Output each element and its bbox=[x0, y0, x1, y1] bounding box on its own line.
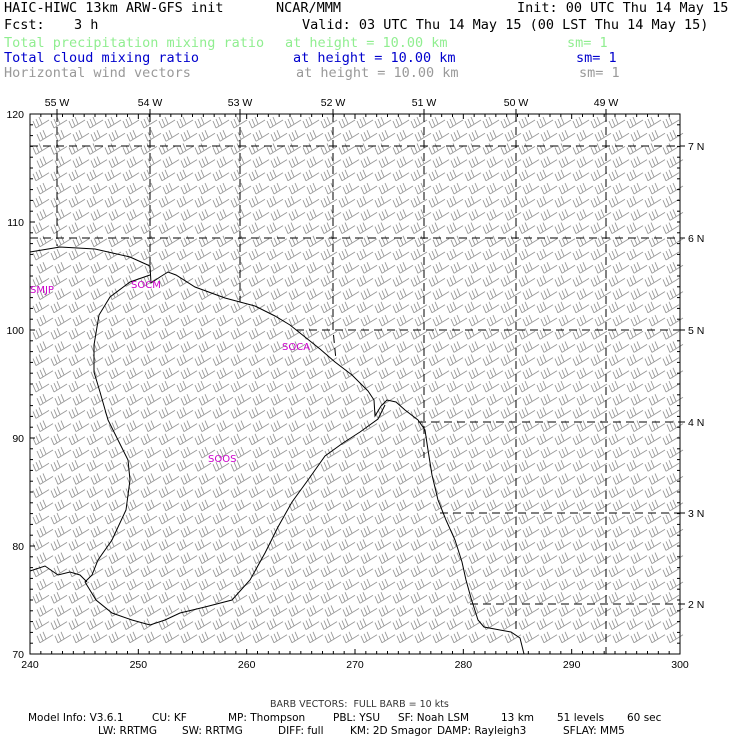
y-tick-label: 90 bbox=[12, 433, 24, 445]
model-info-item: SF: Noah LSM bbox=[398, 712, 470, 724]
field-wind-smooth: sm= 1 bbox=[579, 65, 620, 81]
model-title: HAIC-HIWC 13km ARW-GFS init bbox=[4, 0, 224, 16]
lat-label: 6 N bbox=[688, 233, 704, 245]
coastline-southwest bbox=[29, 565, 88, 583]
lon-label: 49 W bbox=[594, 97, 619, 109]
lon-label: 50 W bbox=[504, 97, 529, 109]
x-tick-label: 250 bbox=[130, 659, 148, 671]
field-wind-level: at height = 10.00 km bbox=[296, 65, 459, 81]
meridian-52w bbox=[332, 114, 337, 361]
model-info-item: DIFF: full bbox=[278, 725, 324, 737]
field-precip-smooth: sm= 1 bbox=[567, 35, 608, 51]
model-info-item: 13 km bbox=[501, 712, 535, 724]
lat-lon-gridlines bbox=[30, 114, 680, 654]
y-tick-label: 70 bbox=[12, 649, 24, 661]
org-label: NCAR/MMM bbox=[276, 0, 342, 16]
y-tick-label: 100 bbox=[6, 325, 24, 337]
station-label-soos: SOOS bbox=[208, 454, 236, 465]
barb-vectors-note: BARB VECTORS: FULL BARB = 10 kts bbox=[270, 699, 449, 710]
model-info-item: LW: RRTMG bbox=[98, 725, 157, 737]
field-precip-level: at height = 10.00 km bbox=[285, 35, 448, 51]
y-tick-label: 110 bbox=[7, 217, 24, 229]
lon-label: 53 W bbox=[228, 97, 253, 109]
y-tick-label: 120 bbox=[6, 109, 24, 121]
lat-label: 2 N bbox=[688, 599, 704, 611]
field-cloud-level: at height = 10.00 km bbox=[293, 50, 456, 66]
valid-time: Valid: 03 UTC Thu 14 May 15 (00 LST Thu … bbox=[302, 17, 709, 33]
y-tick-label: 80 bbox=[12, 541, 24, 553]
model-info-item: SW: RRTMG bbox=[182, 725, 243, 737]
model-info-item: Model Info: V3.6.1 bbox=[28, 712, 124, 724]
field-cloud-smooth: sm= 1 bbox=[576, 50, 617, 66]
model-info-item: CU: KF bbox=[152, 712, 187, 724]
x-tick-label: 260 bbox=[238, 659, 256, 671]
field-wind-name: Horizontal wind vectors bbox=[4, 65, 191, 81]
x-tick-label: 240 bbox=[21, 659, 39, 671]
model-info-item: SFLAY: MM5 bbox=[563, 725, 625, 737]
lat-label: 4 N bbox=[688, 417, 704, 429]
model-info-item: DAMP: Rayleigh3 bbox=[437, 725, 527, 737]
station-labels: SMJP SOCM SOCA SOOS bbox=[30, 280, 310, 465]
lat-label: 5 N bbox=[688, 325, 704, 337]
lon-label: 52 W bbox=[321, 97, 346, 109]
lon-label: 51 W bbox=[412, 97, 437, 109]
wind-barb-field bbox=[32, 116, 684, 644]
field-precip-name: Total precipitation mixing ratio bbox=[4, 35, 265, 51]
x-tick-label: 290 bbox=[563, 659, 581, 671]
coastline-suriname-border bbox=[84, 274, 386, 626]
lon-label: 54 W bbox=[138, 97, 163, 109]
model-info-item: KM: 2D Smagor bbox=[350, 725, 432, 737]
wind-barbs bbox=[32, 116, 684, 644]
coastline-north-coast bbox=[29, 246, 525, 655]
x-tick-label: 300 bbox=[671, 659, 689, 671]
fcst-label: Fcst: bbox=[4, 17, 45, 33]
station-label-smjp: SMJP bbox=[30, 285, 54, 296]
coastline bbox=[29, 246, 525, 655]
model-info-item: 60 sec bbox=[627, 712, 662, 724]
lon-label: 55 W bbox=[45, 97, 70, 109]
model-info-item: PBL: YSU bbox=[333, 712, 381, 724]
x-tick-label: 270 bbox=[346, 659, 364, 671]
station-label-soca: SOCA bbox=[282, 342, 310, 353]
map-axes: 55 W 54 W 53 W 52 W 51 W 50 W 49 W 7 N 6 N 5 N 4 N… bbox=[6, 97, 704, 671]
model-info-item: 51 levels bbox=[557, 712, 605, 724]
fcst-value: 3 h bbox=[74, 17, 99, 33]
field-cloud-name: Total cloud mixing ratio bbox=[4, 50, 200, 66]
lat-label: 7 N bbox=[688, 141, 704, 153]
station-label-socm: SOCM bbox=[131, 280, 161, 291]
x-tick-label: 280 bbox=[455, 659, 473, 671]
init-time: Init: 00 UTC Thu 14 May 15 bbox=[517, 0, 729, 16]
model-info-item: MP: Thompson bbox=[228, 712, 306, 724]
lat-label: 3 N bbox=[688, 508, 704, 520]
